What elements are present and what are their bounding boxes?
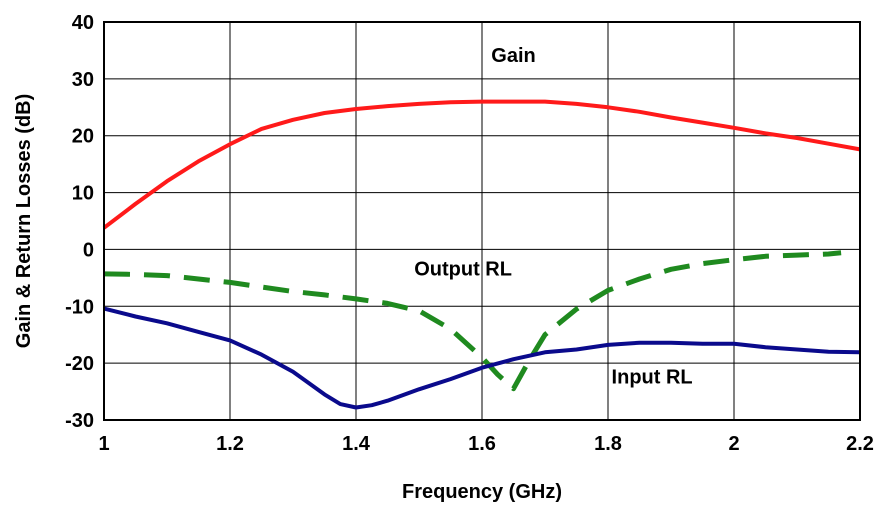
x-tick-label: 1.2: [216, 433, 244, 455]
y-tick-label: -20: [65, 353, 94, 375]
x-tick-label: 2: [728, 433, 739, 455]
annotations: Gain Output RL Input RL: [414, 45, 692, 389]
y-tick-label: 10: [72, 183, 94, 205]
annotation-label: Input RL: [612, 367, 693, 389]
x-tick-label: 1.4: [342, 433, 371, 455]
y-tick-label: -30: [65, 410, 94, 432]
series-line-output-rl: [103, 250, 842, 392]
y-tick-label: 30: [72, 69, 94, 91]
annotation-label: Gain: [491, 45, 535, 67]
y-tick-label: -10: [65, 296, 94, 318]
x-tick-label: 1.8: [594, 433, 622, 455]
series-layer: [102, 99, 861, 410]
series-line-input-rl: [103, 306, 861, 410]
y-tick-label: 40: [72, 12, 94, 34]
plot-frame: [103, 21, 861, 421]
annotation-label: Output RL: [414, 259, 512, 281]
x-tick-label: 1: [98, 433, 109, 455]
tick-labels: 1 1.2 1.4 1.6 1.8 2 2.2 -30 -20 -10 0 10 20 30 40: [65, 12, 874, 455]
y-tick-label: 20: [72, 126, 94, 148]
x-axis-title: Frequency (GHz): [402, 481, 562, 503]
x-tick-label: 2.2: [846, 433, 874, 455]
y-tick-label: 0: [83, 239, 94, 261]
series-line-gain: [102, 99, 861, 230]
grid: [104, 22, 860, 420]
y-axis-title: Gain & Return Losses (dB): [13, 94, 35, 348]
x-tick-label: 1.6: [468, 433, 496, 455]
